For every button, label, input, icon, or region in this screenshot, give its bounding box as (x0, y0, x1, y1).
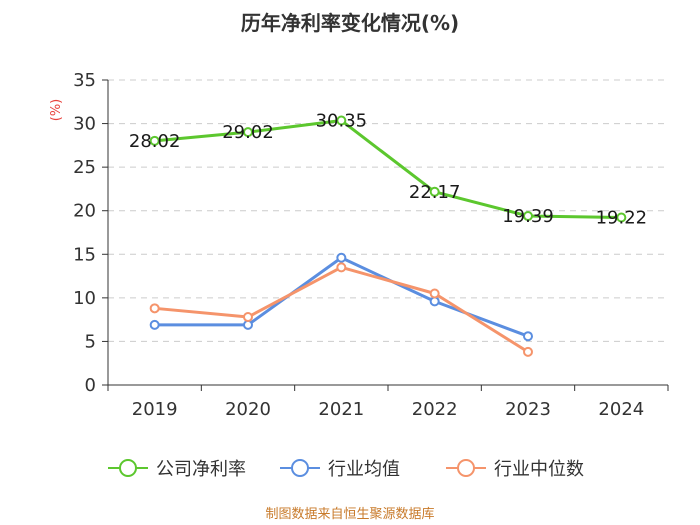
x-tick-label: 2021 (318, 399, 364, 420)
y-tick-label: 0 (85, 375, 96, 396)
source-note: 制图数据来自恒生聚源数据库 (265, 506, 434, 522)
y-tick-label: 25 (73, 157, 96, 178)
data-point (429, 296, 440, 307)
data-point (336, 262, 347, 273)
y-tick-label: 35 (73, 70, 96, 91)
data-label: 28.02 (129, 131, 181, 152)
grid-lines (108, 79, 668, 342)
data-labels: 28.02 29.02 30.35 22.17 19.39 19.22 (129, 111, 647, 229)
x-tick-label: 2019 (132, 399, 178, 420)
data-point (243, 127, 253, 138)
y-tick-label: 10 (73, 288, 96, 309)
data-point (523, 346, 533, 357)
data-label: 19.22 (596, 208, 648, 229)
series-layer (149, 115, 627, 357)
legend-marker-1 (291, 459, 309, 477)
data-point (336, 115, 347, 126)
legend-label-0: 公司净利率 (156, 459, 246, 480)
series-line-0 (154, 119, 622, 220)
y-tick-label: 30 (73, 114, 96, 135)
data-point (429, 186, 440, 197)
data-point (429, 288, 440, 299)
axes: 0 5 10 15 20 25 30 35 2019 2020 2021 2022 2023 2024 (73, 70, 669, 420)
data-label: 22.17 (409, 182, 461, 203)
series-line-2 (154, 265, 529, 354)
data-point (616, 212, 627, 223)
data-point (149, 303, 160, 314)
y-tick-label: 5 (85, 331, 96, 352)
data-label: 19.39 (502, 206, 554, 227)
data-point (243, 319, 253, 330)
data-point (523, 331, 533, 342)
y-tick-label: 15 (73, 244, 96, 265)
legend-marker-0 (119, 459, 137, 477)
x-tick-label: 2022 (412, 399, 458, 420)
x-tick-label: 2020 (225, 399, 271, 420)
legend: 公司净利率 行业均值 行业中位数 (108, 459, 584, 480)
data-point (336, 252, 347, 263)
chart-title: 历年净利率变化情况(%) (241, 11, 459, 35)
y-tick-label: 20 (73, 201, 96, 222)
legend-label-2: 行业中位数 (494, 459, 584, 480)
data-point (243, 312, 253, 323)
data-label: 29.02 (222, 122, 274, 143)
legend-marker-2 (457, 459, 475, 477)
x-tick-label: 2023 (505, 399, 551, 420)
y-axis-label: (%) (49, 99, 64, 122)
x-tick-label: 2024 (598, 399, 644, 420)
data-label: 30.35 (316, 111, 368, 132)
data-point (523, 211, 533, 222)
legend-label-1: 行业均值 (328, 459, 400, 480)
data-point (149, 319, 160, 330)
data-point (149, 135, 160, 146)
